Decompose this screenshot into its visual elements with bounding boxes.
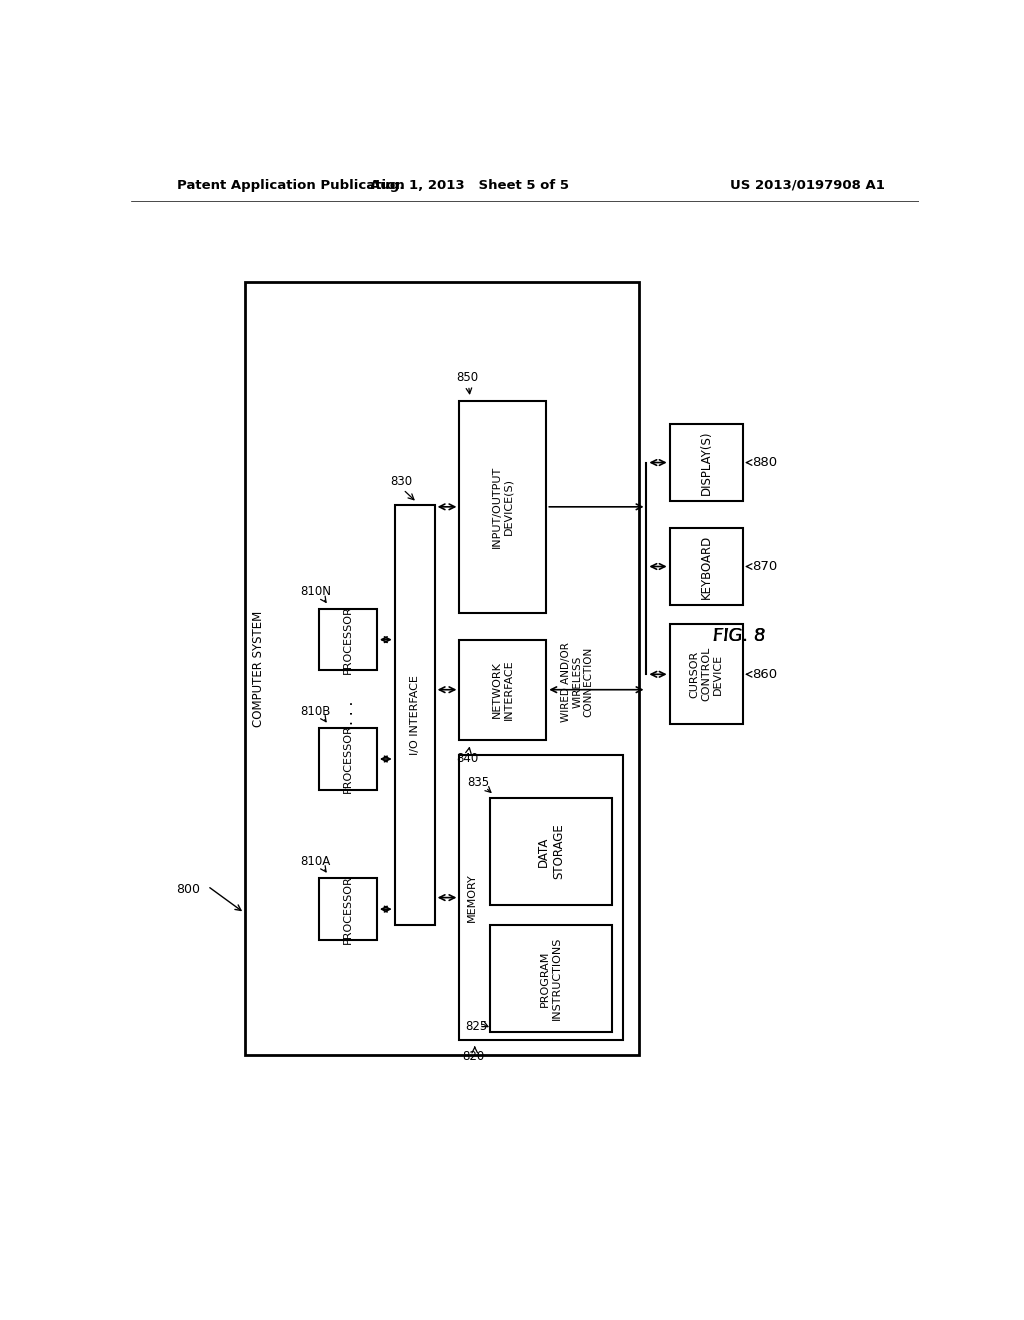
Bar: [490, 924, 611, 1032]
Bar: [460, 755, 624, 1040]
Bar: [319, 729, 377, 789]
Bar: [670, 528, 742, 605]
Text: WIRED AND/OR
WIRELESS
CONNECTION: WIRED AND/OR WIRELESS CONNECTION: [560, 642, 594, 722]
Text: PROCESSOR: PROCESSOR: [343, 725, 353, 793]
Bar: [319, 878, 377, 940]
Bar: [394, 506, 435, 924]
Bar: [245, 281, 639, 1056]
Text: US 2013/0197908 A1: US 2013/0197908 A1: [730, 178, 885, 191]
Text: FIG. 8: FIG. 8: [713, 627, 765, 644]
Text: PROGRAM
INSTRUCTIONS: PROGRAM INSTRUCTIONS: [541, 937, 562, 1020]
Text: 850: 850: [456, 371, 478, 384]
Text: PROCESSOR: PROCESSOR: [343, 606, 353, 675]
Text: 860: 860: [752, 668, 777, 681]
Text: 825: 825: [465, 1019, 487, 1032]
Text: 870: 870: [752, 560, 777, 573]
Text: 800: 800: [176, 883, 201, 896]
Bar: [490, 797, 611, 906]
Text: 820: 820: [462, 1051, 484, 1064]
Text: INPUT/OUTPUT
DEVICE(S): INPUT/OUTPUT DEVICE(S): [493, 466, 514, 548]
Text: DATA
STORAGE: DATA STORAGE: [537, 824, 565, 879]
Text: MEMORY: MEMORY: [467, 874, 476, 921]
Text: I/O INTERFACE: I/O INTERFACE: [410, 675, 420, 755]
Bar: [670, 624, 742, 725]
Text: 810N: 810N: [300, 585, 331, 598]
Text: 880: 880: [752, 455, 777, 469]
Text: NETWORK
INTERFACE: NETWORK INTERFACE: [493, 660, 514, 719]
Bar: [670, 424, 742, 502]
Text: 835: 835: [468, 776, 489, 788]
Bar: [319, 609, 377, 671]
Text: FIG. 8: FIG. 8: [713, 627, 765, 644]
Text: COMPUTER SYSTEM: COMPUTER SYSTEM: [252, 610, 265, 726]
Text: . . .: . . .: [341, 701, 355, 725]
Text: 830: 830: [390, 475, 412, 488]
Text: CURSOR
CONTROL
DEVICE: CURSOR CONTROL DEVICE: [689, 647, 723, 701]
Bar: [460, 640, 547, 739]
Text: 810B: 810B: [300, 705, 331, 718]
Text: 840: 840: [456, 752, 478, 766]
Text: PROCESSOR: PROCESSOR: [343, 875, 353, 944]
Text: Aug. 1, 2013   Sheet 5 of 5: Aug. 1, 2013 Sheet 5 of 5: [370, 178, 569, 191]
Text: Patent Application Publication: Patent Application Publication: [177, 178, 404, 191]
Text: 810A: 810A: [300, 855, 331, 869]
Text: DISPLAY(S): DISPLAY(S): [699, 430, 713, 495]
Bar: [460, 401, 547, 612]
Text: KEYBOARD: KEYBOARD: [699, 535, 713, 599]
